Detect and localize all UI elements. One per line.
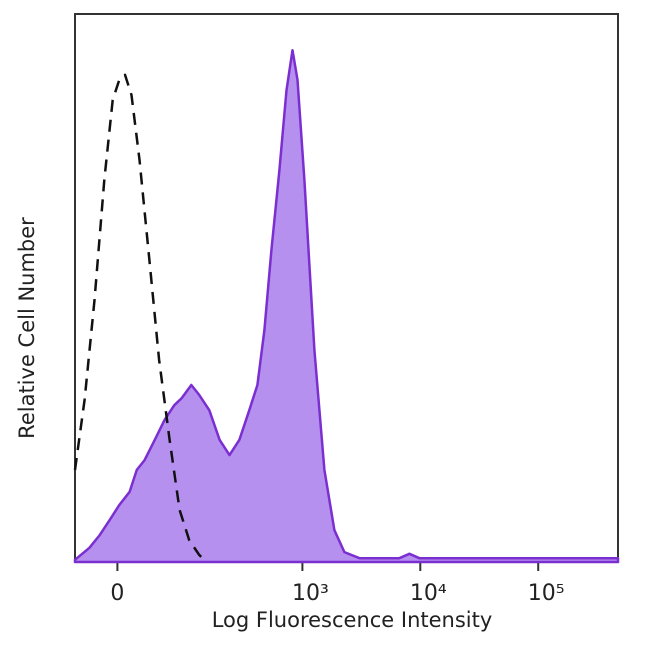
histogram-curve	[73, 48, 620, 564]
x-tick-label: 0	[110, 581, 124, 606]
x-axis-label: Log Fluorescence Intensity	[212, 608, 493, 632]
x-tick-label: 10⁴	[410, 581, 447, 606]
histogram-curve	[73, 73, 206, 561]
x-tick-label: 10³	[292, 581, 329, 606]
x-tick-label: 10⁵	[528, 581, 565, 606]
y-axis-label: Relative Cell Number	[15, 217, 39, 439]
